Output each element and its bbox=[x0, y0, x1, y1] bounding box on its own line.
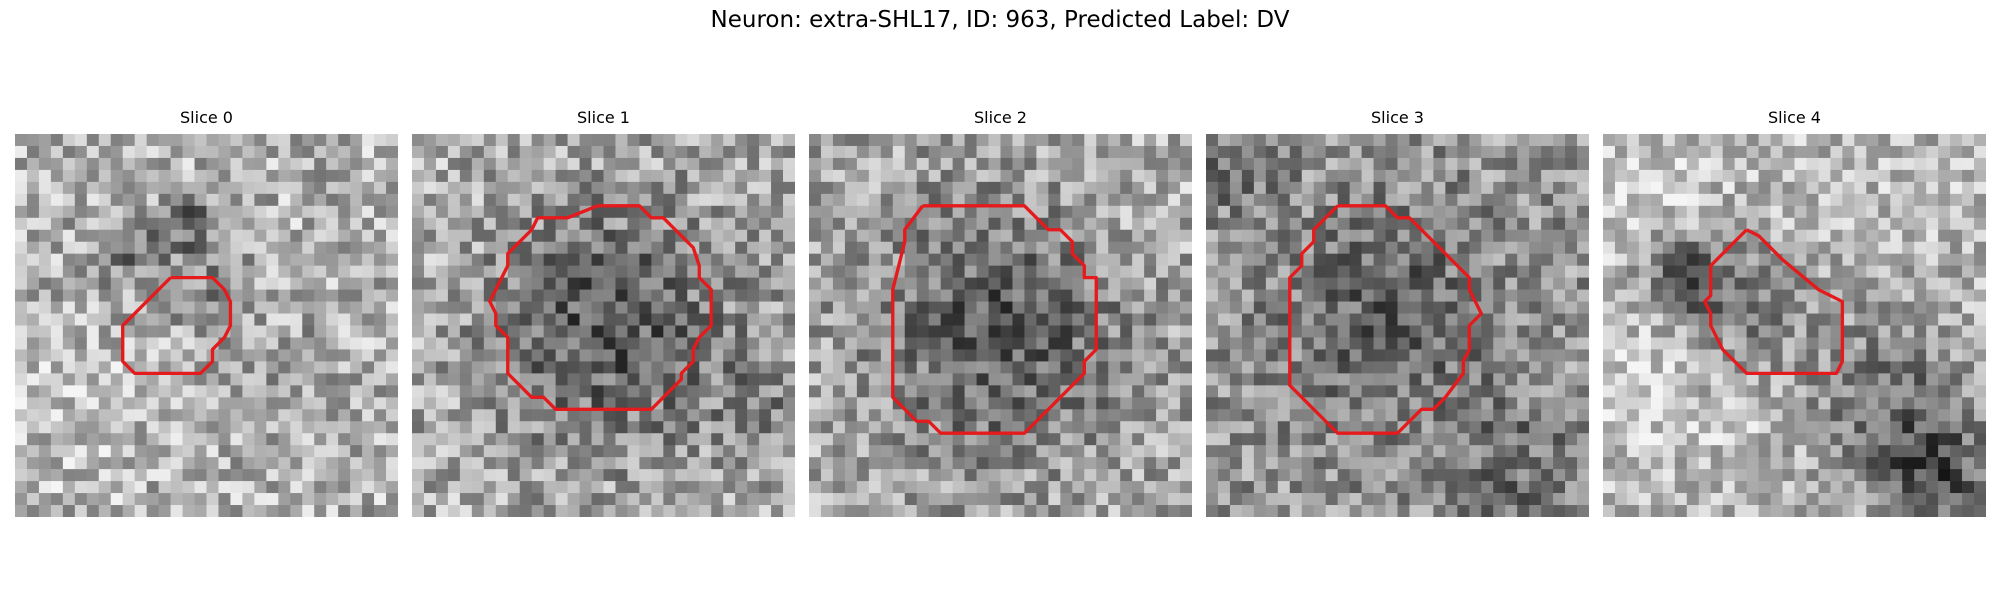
slice-title-4: Slice 4 bbox=[1768, 108, 1821, 127]
slice-image-4 bbox=[1603, 134, 1986, 517]
slice-title-0: Slice 0 bbox=[180, 108, 233, 127]
roi-contour-2 bbox=[891, 204, 1098, 435]
slice-panel-1: Slice 1 bbox=[412, 108, 795, 517]
slice-panel-0: Slice 0 bbox=[15, 108, 398, 517]
slice-panel-2: Slice 2 bbox=[809, 108, 1192, 517]
roi-contour-1 bbox=[488, 204, 713, 411]
slice-title-3: Slice 3 bbox=[1371, 108, 1424, 127]
slice-title-1: Slice 1 bbox=[577, 108, 630, 127]
figure-title: Neuron: extra-SHL17, ID: 963, Predicted … bbox=[710, 7, 1290, 33]
roi-contour-4 bbox=[1703, 228, 1845, 376]
slice-image-2 bbox=[809, 134, 1192, 517]
slice-image-3 bbox=[1206, 134, 1589, 517]
slice-panel-3: Slice 3 bbox=[1206, 108, 1589, 517]
slice-image-0 bbox=[15, 134, 398, 517]
slice-image-1 bbox=[412, 134, 795, 517]
roi-contour-3 bbox=[1288, 204, 1483, 435]
roi-contour-0 bbox=[121, 275, 233, 376]
slice-title-2: Slice 2 bbox=[974, 108, 1027, 127]
slice-panel-4: Slice 4 bbox=[1603, 108, 1986, 517]
